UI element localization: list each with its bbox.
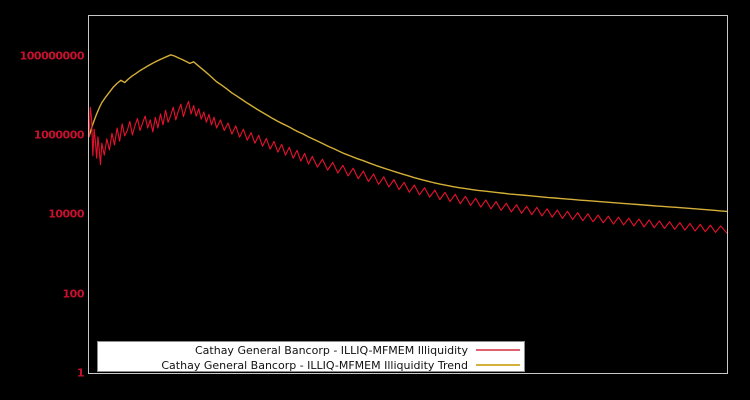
legend-entry-illiquidity: Cathay General Bancorp - ILLIQ-MFMEM Ill… — [98, 343, 524, 357]
legend-label-illiquidity: Cathay General Bancorp - ILLIQ-MFMEM Ill… — [194, 343, 468, 357]
y-axis-tick-labels: 100000000 1000000 10000 100 1 — [0, 0, 88, 400]
line-series-illiquidity — [89, 100, 727, 234]
y-axis-tick-label: 100 — [62, 287, 85, 301]
chart-legend: Cathay General Bancorp - ILLIQ-MFMEM Ill… — [97, 341, 525, 372]
y-axis-tick-label: 1 — [76, 366, 85, 380]
y-axis-tick-label: 1000000 — [33, 128, 85, 142]
y-axis-tick-label: 10000 — [48, 207, 84, 221]
legend-swatch-trend — [476, 364, 520, 366]
line-series-trend — [89, 54, 727, 213]
legend-entry-trend: Cathay General Bancorp - ILLIQ-MFMEM Ill… — [98, 358, 524, 372]
legend-label-trend: Cathay General Bancorp - ILLIQ-MFMEM Ill… — [161, 358, 468, 372]
legend-swatch-illiquidity — [476, 349, 520, 351]
chart-lines — [89, 54, 727, 234]
y-axis-tick-label: 100000000 — [19, 49, 85, 63]
plot-area — [88, 15, 728, 374]
